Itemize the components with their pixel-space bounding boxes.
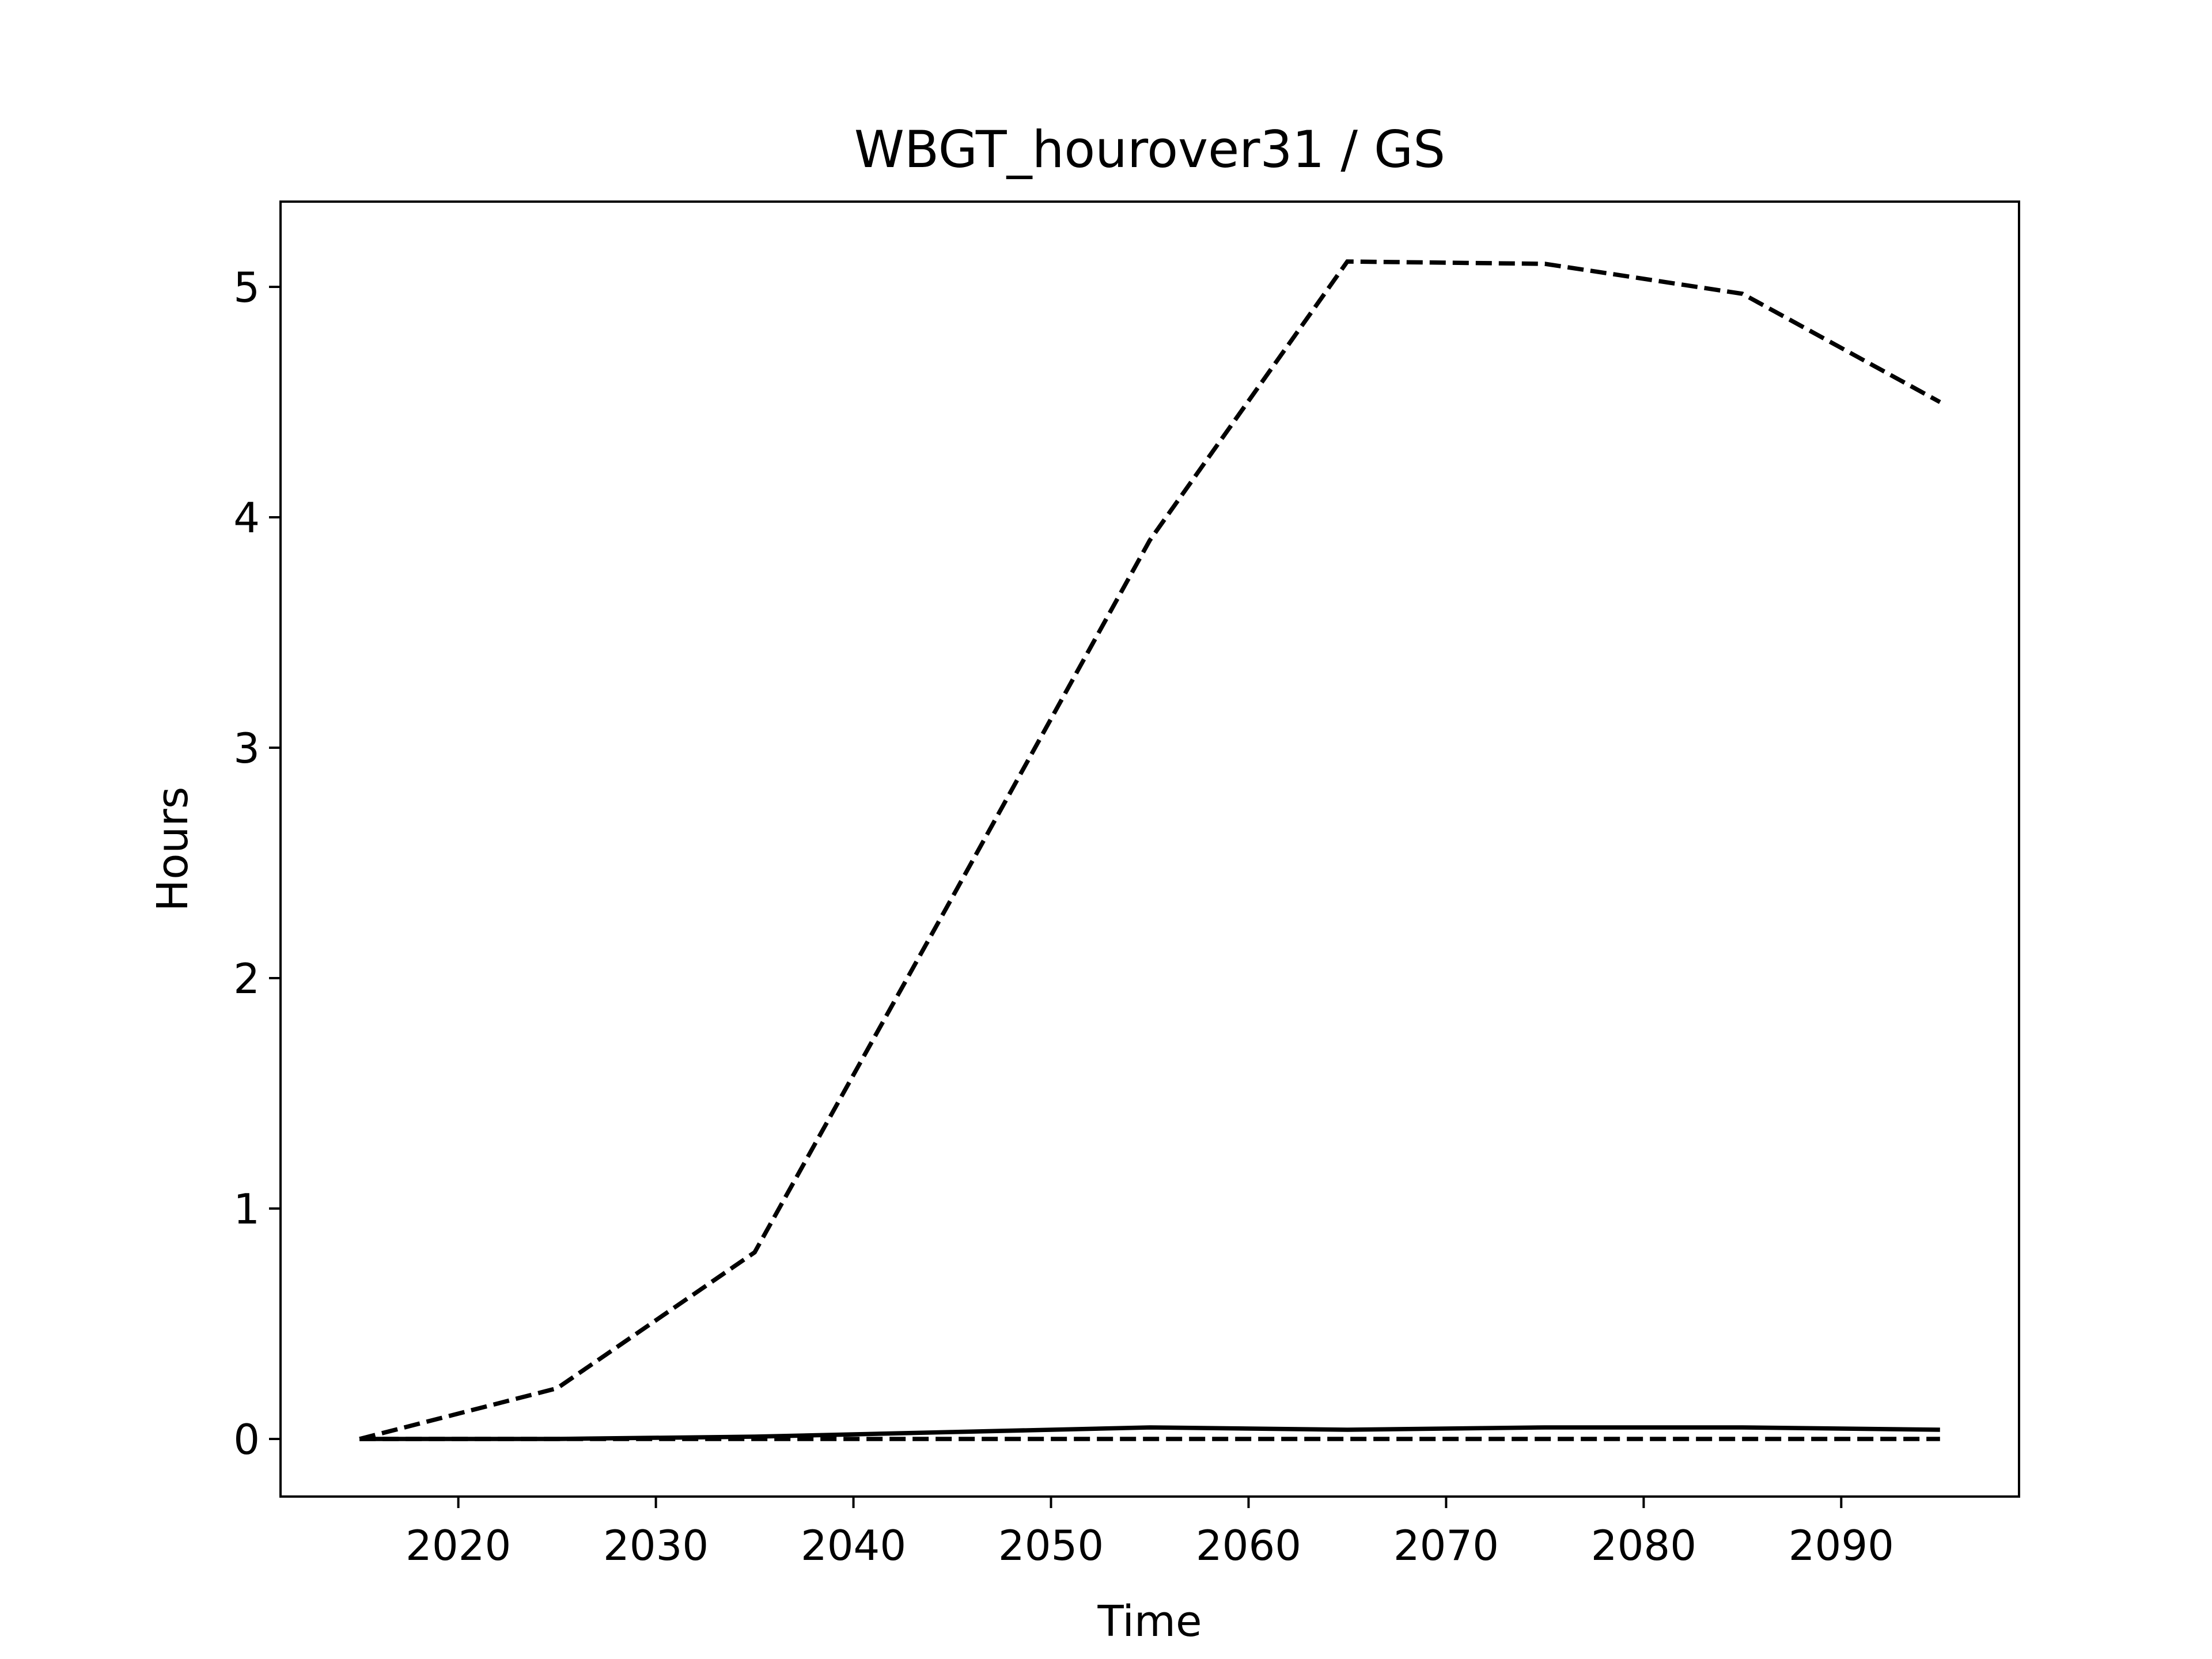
x-tick-label: 2070 (1393, 1521, 1499, 1570)
plot-frame (279, 200, 2020, 1498)
y-axis-label: Hours (148, 787, 198, 912)
x-tick-label: 2090 (1789, 1521, 1894, 1570)
y-tick-label: 0 (233, 1415, 260, 1464)
x-tick-label: 2040 (801, 1521, 906, 1570)
x-tick-label: 2050 (998, 1521, 1104, 1570)
chart-title: WBGT_hourover31 / GS (854, 120, 1445, 179)
y-tick-label: 1 (233, 1185, 260, 1233)
line-series (359, 259, 1941, 1441)
x-tick-label: 2030 (603, 1521, 709, 1570)
x-tick-label: 2020 (406, 1521, 511, 1570)
y-tick-label: 4 (233, 494, 260, 542)
y-tick-label: 3 (233, 724, 260, 772)
x-tick-label: 2060 (1196, 1521, 1301, 1570)
y-tick-label: 5 (233, 263, 260, 312)
x-axis-label: Time (1097, 1597, 1202, 1646)
y-tick-label: 2 (233, 955, 260, 1003)
x-tick-label: 2080 (1591, 1521, 1696, 1570)
